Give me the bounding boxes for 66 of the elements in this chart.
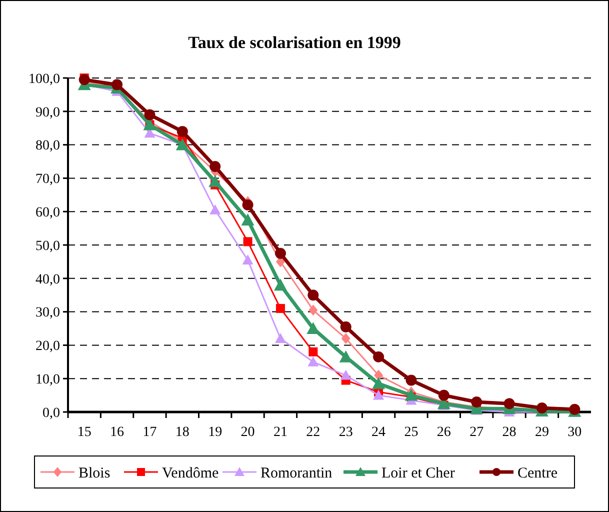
- y-tick-label: 40,0: [36, 272, 60, 288]
- x-tick-label: 25: [404, 425, 418, 440]
- chart-title: Taux de scolarisation en 1999: [188, 33, 401, 52]
- point: [406, 374, 417, 386]
- point: [536, 402, 548, 414]
- y-tick-label: 30,0: [36, 306, 60, 321]
- point: [308, 304, 318, 316]
- point: [340, 321, 352, 332]
- x-tick-label: 19: [208, 425, 222, 440]
- y-tick-label: 70,0: [36, 172, 60, 188]
- point: [438, 390, 450, 401]
- point: [208, 175, 222, 188]
- point: [274, 333, 286, 344]
- legend-label: Vendôme: [162, 465, 219, 482]
- y-tick-label: 10,0: [36, 372, 60, 388]
- y-tick-label: 80,0: [36, 138, 60, 154]
- point: [373, 351, 384, 362]
- y-tick-label: 90,0: [36, 105, 60, 120]
- x-tick-label: 24: [372, 425, 386, 440]
- y-tick-label: 60,0: [36, 206, 60, 220]
- legend-label: Romorantin: [260, 465, 333, 482]
- point: [372, 377, 386, 390]
- point: [274, 278, 287, 291]
- x-tick-label: 30: [568, 425, 582, 440]
- point: [112, 79, 123, 90]
- x-tick-label: 17: [142, 425, 157, 440]
- point: [242, 254, 254, 265]
- point: [306, 322, 320, 334]
- x-tick-label: 18: [175, 425, 190, 440]
- point: [144, 109, 156, 120]
- point: [210, 204, 221, 214]
- y-tick-label: 20,0: [36, 339, 60, 354]
- point: [176, 126, 188, 137]
- point: [274, 248, 286, 259]
- legend-label: Loir et Cher: [382, 465, 455, 482]
- x-tick-label: 22: [306, 425, 320, 440]
- x-tick-label: 29: [534, 425, 549, 440]
- point: [308, 347, 318, 356]
- y-tick-label: 0,0: [42, 406, 60, 421]
- x-tick-label: 20: [240, 425, 255, 440]
- point: [340, 370, 352, 380]
- point: [242, 199, 254, 210]
- point: [341, 333, 350, 344]
- point: [404, 388, 418, 401]
- x-tick-label: 26: [436, 425, 451, 440]
- y-tick-label: 100,0: [28, 72, 60, 87]
- point: [308, 356, 319, 366]
- x-tick-label: 28: [502, 425, 516, 440]
- point: [504, 398, 515, 410]
- point: [339, 350, 352, 362]
- x-tick-label: 16: [110, 425, 124, 440]
- x-tick-label: 23: [338, 425, 353, 440]
- legend-label: Centre: [518, 465, 558, 482]
- point: [210, 161, 221, 172]
- x-tick-label: 21: [273, 425, 288, 440]
- point: [471, 396, 482, 408]
- point: [374, 370, 384, 381]
- point: [276, 304, 285, 313]
- point: [243, 237, 252, 246]
- point: [373, 390, 384, 400]
- y-tick-label: 50,0: [36, 238, 60, 254]
- point: [241, 213, 254, 226]
- x-tick-label: 15: [77, 425, 92, 440]
- x-tick-label: 27: [470, 425, 484, 440]
- legend-label: Blois: [78, 465, 110, 482]
- point: [308, 290, 319, 301]
